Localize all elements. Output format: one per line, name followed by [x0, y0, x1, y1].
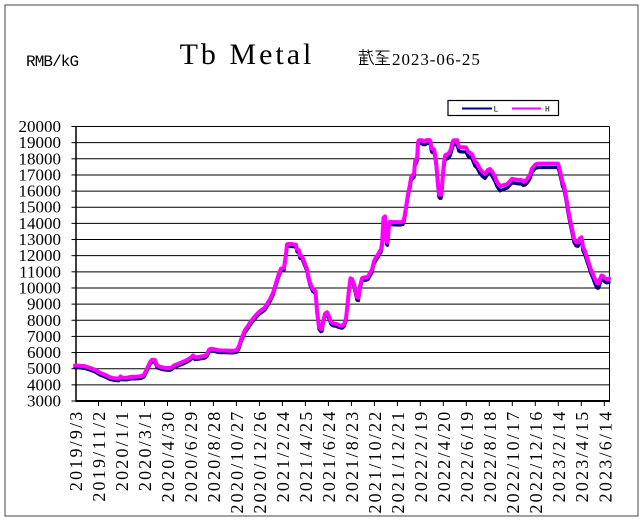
- svg-text:2022/12/16: 2022/12/16: [526, 410, 546, 514]
- svg-text:10000: 10000: [19, 278, 62, 297]
- svg-text:3000: 3000: [27, 392, 61, 411]
- svg-text:2020/3/1: 2020/3/1: [135, 410, 155, 492]
- svg-text:2023/2/14: 2023/2/14: [549, 410, 569, 503]
- svg-text:H: H: [545, 106, 550, 115]
- svg-text:2020/4/30: 2020/4/30: [158, 410, 178, 503]
- svg-text:2023/6/14: 2023/6/14: [595, 410, 615, 503]
- svg-text:2021/2/24: 2021/2/24: [273, 410, 293, 503]
- svg-text:2019/9/3: 2019/9/3: [66, 410, 86, 492]
- svg-text:7000: 7000: [27, 327, 61, 346]
- svg-text:Tb Metal: Tb Metal: [180, 38, 315, 71]
- svg-text:2022/4/20: 2022/4/20: [434, 409, 454, 502]
- svg-text:2020/12/26: 2020/12/26: [250, 410, 270, 514]
- svg-text:12000: 12000: [19, 246, 62, 265]
- svg-text:2021/8/23: 2021/8/23: [342, 410, 362, 503]
- svg-text:2021/6/24: 2021/6/24: [319, 410, 339, 503]
- svg-text:2019/11/2: 2019/11/2: [89, 410, 109, 502]
- svg-text:2020/8/28: 2020/8/28: [204, 410, 224, 503]
- svg-text:18000: 18000: [19, 149, 62, 168]
- svg-text:14000: 14000: [19, 214, 62, 233]
- svg-text:2022/8/18: 2022/8/18: [480, 410, 500, 503]
- svg-text:2022/6/19: 2022/6/19: [457, 409, 477, 502]
- svg-text:2021/4/25: 2021/4/25: [296, 410, 316, 503]
- svg-text:2023/4/15: 2023/4/15: [572, 410, 592, 503]
- svg-text:2020/6/29: 2020/6/29: [181, 410, 201, 503]
- svg-text:RMB/kG: RMB/kG: [26, 53, 79, 71]
- svg-text:16000: 16000: [19, 182, 62, 201]
- svg-text:5000: 5000: [27, 359, 61, 378]
- svg-text:19000: 19000: [19, 133, 62, 152]
- svg-text:2023-06-25: 2023-06-25: [392, 50, 481, 69]
- svg-text:2022/2/19: 2022/2/19: [411, 409, 431, 502]
- svg-text:9000: 9000: [27, 295, 61, 314]
- svg-text:L: L: [494, 106, 499, 115]
- svg-text:11000: 11000: [19, 262, 61, 281]
- svg-text:2020/1/1: 2020/1/1: [112, 410, 132, 492]
- svg-text:17000: 17000: [19, 165, 62, 184]
- svg-text:4000: 4000: [27, 375, 61, 394]
- svg-text:13000: 13000: [19, 230, 62, 249]
- svg-text:20000: 20000: [19, 117, 62, 136]
- svg-text:6000: 6000: [27, 343, 61, 362]
- svg-text:15000: 15000: [19, 198, 62, 217]
- svg-text:2021/10/22: 2021/10/22: [365, 410, 385, 514]
- svg-text:2020/10/27: 2020/10/27: [227, 410, 247, 514]
- svg-text:2022/10/17: 2022/10/17: [503, 410, 523, 514]
- svg-text:8000: 8000: [27, 311, 61, 330]
- svg-text:2021/12/21: 2021/12/21: [388, 410, 408, 514]
